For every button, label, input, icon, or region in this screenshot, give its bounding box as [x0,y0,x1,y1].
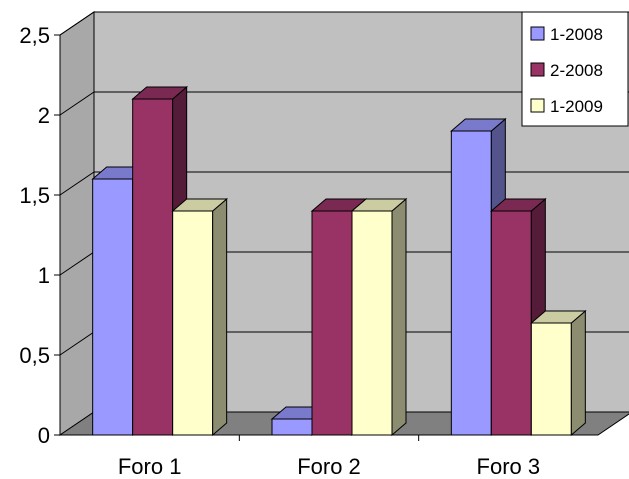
bar-top [350,198,408,212]
bar-top [171,198,229,212]
bar-top [489,198,547,212]
y-tick-label: 0,5 [19,343,50,368]
legend-label: 1-2009 [550,97,603,116]
legend-label: 2-2008 [550,61,603,80]
bars [91,85,587,437]
legend-swatch [530,98,545,113]
bar [529,309,587,437]
bar-top [131,86,189,100]
bar-top [449,118,507,132]
gridline [59,91,629,116]
y-tick-label: 0 [38,423,50,448]
bar-top [529,310,587,324]
x-category-label: Foro 3 [477,454,541,479]
side-wall [59,11,95,436]
legend: 1-2008 2-2008 1-2009 [521,11,629,127]
bar-front [351,210,393,436]
y-tick-label: 1 [38,263,50,288]
bar-front [172,210,214,436]
x-category-label: Foro 2 [297,454,361,479]
y-tick-label: 2,5 [19,23,50,48]
legend-swatch [530,26,545,41]
bar-side [212,197,228,437]
bar-front [450,130,492,436]
bar-front [490,210,532,436]
gridline [59,11,629,36]
bar-side [391,197,407,437]
bar-side [570,309,586,437]
bar-front [311,210,353,436]
x-category-label: Foro 1 [118,454,182,479]
bar [171,197,229,437]
bar-front [271,418,313,436]
y-tick-label: 1,5 [19,183,50,208]
bar-front [530,322,572,436]
legend-label: 1-2008 [550,25,603,44]
y-axis-ticks: 0 0,5 1 1,5 2 2,5 [19,23,60,448]
bar-front [92,178,134,436]
y-tick-label: 2 [38,103,50,128]
legend-swatch [530,62,545,77]
bar-front [132,98,174,436]
bar [350,197,408,437]
x-axis-labels: Foro 1 Foro 2 Foro 3 [118,454,540,479]
